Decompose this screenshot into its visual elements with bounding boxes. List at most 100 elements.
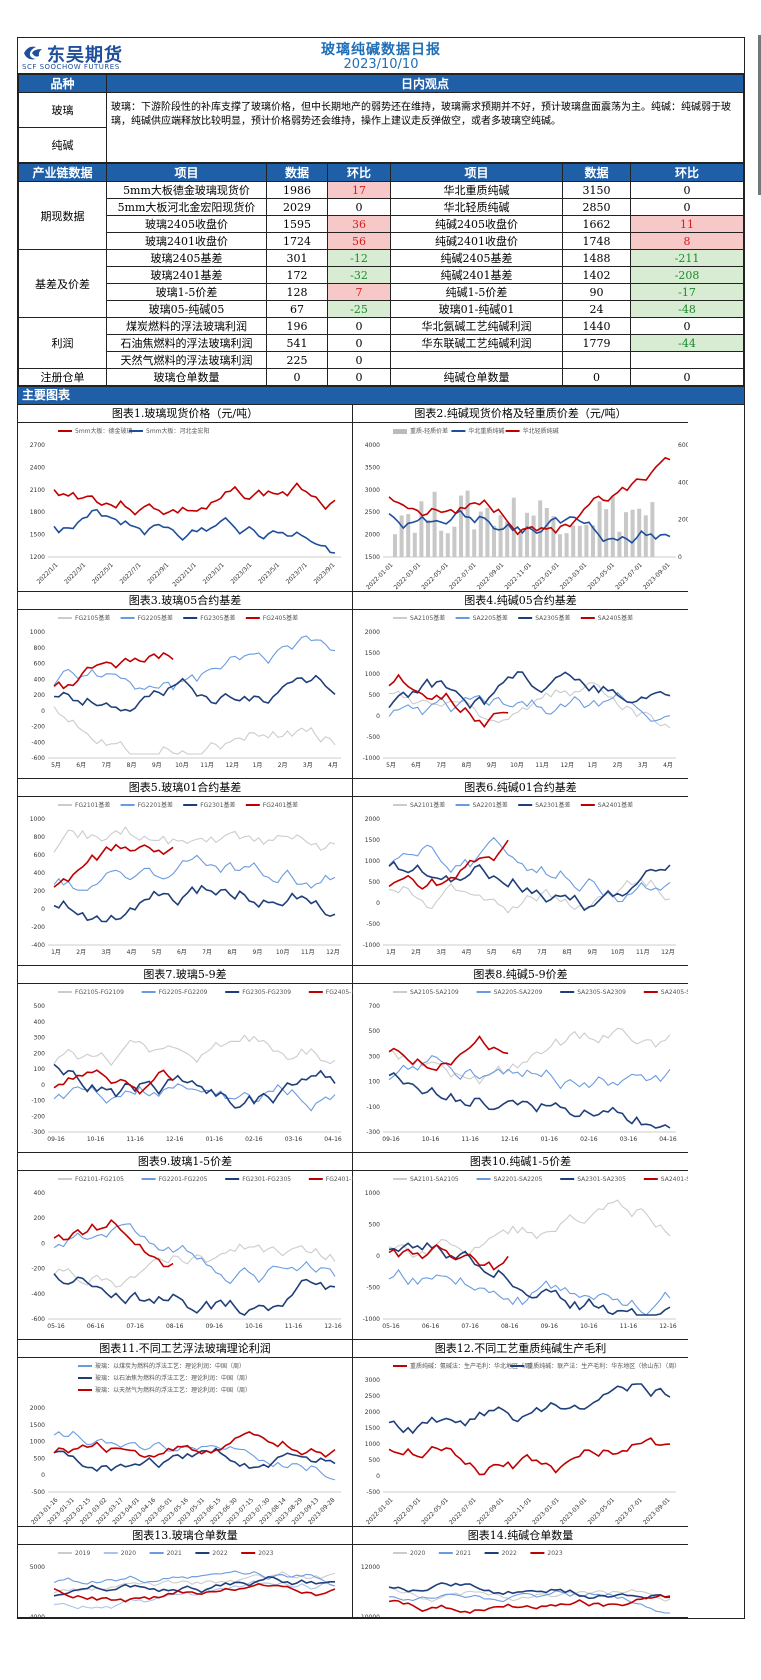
- x-tick-label: 3月: [436, 949, 446, 956]
- svg-text:玻璃：以煤炭为燃料的浮法工艺：理论利润：中国（周）: 玻璃：以煤炭为燃料的浮法工艺：理论利润：中国（周）: [95, 1362, 245, 1370]
- series-line: [53, 1219, 174, 1268]
- y-tick-label: 3000: [365, 1377, 380, 1384]
- x-tick-label: 12-16: [659, 1323, 677, 1330]
- bar-mark: [650, 502, 655, 557]
- table-cell: 0: [327, 334, 391, 352]
- x-tick-label: 2023/5/1: [257, 561, 281, 585]
- svg-text:重质-轻质价差: 重质-轻质价差: [410, 427, 448, 435]
- x-tick-label: 11月: [636, 949, 650, 956]
- series-line: [388, 878, 671, 914]
- y-tick-label: 12000: [361, 1564, 380, 1571]
- bar-mark: [505, 521, 510, 557]
- data-table-header: 产业链数据 项目 数据 环比 项目 数据 环比: [18, 163, 744, 182]
- x-tick-label: 05-16: [382, 1323, 400, 1330]
- y2-tick-label: 0: [678, 554, 682, 561]
- y-tick-label: 0: [41, 1472, 45, 1479]
- x-tick-label: 1月: [588, 762, 598, 769]
- x-tick-label: 12月: [326, 949, 340, 956]
- table-cell: 128: [266, 283, 328, 301]
- chart-svg: 玻璃：以煤炭为燃料的浮法工艺：理论利润：中国（周） 玻璃：以石油焦为燃料的浮法工艺…: [30, 1362, 341, 1526]
- x-tick-label: 3月: [101, 949, 111, 956]
- svg-text:2019: 2019: [75, 1550, 90, 1557]
- x-tick-label: 2022/5/1: [91, 561, 115, 585]
- legend-item: SA2101-SA2105: [393, 1176, 459, 1183]
- y-tick-label: 0: [41, 906, 45, 913]
- x-tick-label: 2023/9/1: [313, 561, 337, 585]
- table-cell: 0: [327, 351, 391, 369]
- svg-text:FG2305-FG2309: FG2305-FG2309: [242, 989, 291, 996]
- x-tick-label: 2022/1/1: [36, 561, 60, 585]
- x-tick-label: 09-16: [206, 1323, 224, 1330]
- x-tick-label: 1月: [253, 762, 263, 769]
- bar-mark: [485, 507, 490, 557]
- x-tick-label: 3月: [638, 762, 648, 769]
- table-cell: 1662: [562, 215, 631, 233]
- series-line: [388, 682, 671, 729]
- bar-mark: [584, 524, 589, 557]
- x-tick-label: 2022-09-01: [476, 561, 506, 591]
- table-cell: 1595: [266, 215, 328, 233]
- y-tick-label: 1000: [30, 816, 45, 823]
- scrollbar[interactable]: [758, 35, 761, 195]
- legend-item: 重质纯碱：氨碱法：生产毛利：华北地区（周）: [393, 1362, 536, 1370]
- y-tick-label: 3500: [365, 464, 380, 471]
- table-cell: 0: [562, 368, 631, 386]
- svg-text:FG2305基差: FG2305基差: [200, 614, 235, 622]
- x-tick-label: 2022-01-01: [365, 1496, 395, 1526]
- legend-item: SA2401基差: [580, 801, 633, 809]
- y-tick-label: 1500: [365, 554, 380, 561]
- table-row: 利润 煤炭燃料的浮法玻璃利润 196 0 华北氨碱工艺纯碱利润 1440 0: [18, 317, 744, 369]
- chart-title: 图表6.纯碱01合约基差: [353, 779, 688, 797]
- legend-item: FG2405-FG2409: [308, 989, 353, 996]
- table-cell: 纯碱2405基差: [390, 249, 563, 267]
- chart-svg: FG2105-FG2109 FG2205-FG2209 FG2305-FG2309 F…: [31, 989, 353, 1143]
- y-tick-label: 200: [34, 692, 46, 699]
- chart-panel: 图表4.纯碱05合约基差 SA2105基差 SA2205基差 SA2305基差 SA24…: [353, 592, 688, 779]
- y-tick-label: -500: [366, 1285, 380, 1292]
- bar-mark: [577, 525, 582, 557]
- report-title: 玻璃纯碱数据日报: [321, 42, 441, 58]
- report: 东吴期货 SCF SOOCHOW FUTURES 玻璃纯碱数据日报 2023/1…: [17, 37, 745, 1619]
- table-row: 基差及价差 玻璃2405基差 301 -12 纯碱2405基差 1488 -211: [18, 249, 744, 318]
- x-tick-label: 2023-03-01: [559, 561, 589, 591]
- x-tick-label: 3月: [303, 762, 313, 769]
- x-tick-label: 2022-03-01: [393, 1496, 423, 1526]
- series-line: [53, 1447, 336, 1473]
- svg-text:2022: 2022: [212, 1550, 227, 1557]
- bar-mark: [604, 509, 609, 557]
- bar-mark: [630, 509, 635, 557]
- svg-text:华北轻质纯碱: 华北轻质纯碱: [523, 427, 559, 435]
- x-tick-label: 11-16: [620, 1323, 638, 1330]
- svg-text:FG2205基差: FG2205基差: [138, 614, 173, 622]
- legend-item: 2022: [484, 1550, 517, 1557]
- svg-text:2020: 2020: [121, 1550, 136, 1557]
- series-line: [53, 1069, 174, 1095]
- y-tick-label: -300: [366, 1129, 380, 1136]
- table-row: 天然气燃料的浮法玻璃利润 225 0: [19, 351, 744, 369]
- chart-panel: 图表10.纯碱1-5价差 SA2101-SA2105 SA2201-SA2205 SA…: [353, 1153, 688, 1340]
- y-tick-label: 2000: [30, 1405, 45, 1412]
- legend-item: FG2401基差: [245, 801, 298, 809]
- x-tick-label: 11-16: [126, 1136, 144, 1143]
- table-row: 玻璃2405收盘价 1595 36 纯碱2405收盘价 1662 11: [19, 215, 744, 233]
- y-tick-label: 1800: [30, 509, 45, 516]
- svg-text:SA2405基差: SA2405基差: [598, 614, 633, 622]
- y-tick-label: 2100: [30, 487, 45, 494]
- x-tick-label: 2022-11-01: [503, 561, 533, 591]
- table-cell: 煤炭燃料的浮法玻璃利润: [106, 317, 267, 335]
- table-group-label: 注册仓单: [18, 368, 107, 386]
- legend-item: SA2105-SA2109: [393, 989, 459, 996]
- table-header-4: 项目: [390, 163, 563, 182]
- table-cell: 0: [630, 198, 744, 216]
- legend-item: 2021: [149, 1550, 182, 1557]
- svg-text:2023: 2023: [258, 1550, 273, 1557]
- legend-item: FG2405基差: [245, 614, 298, 622]
- chart-svg: SA2101-SA2105 SA2201-SA2205 SA2301-SA2305 S…: [363, 1176, 688, 1330]
- y-tick-label: 1000: [365, 1190, 380, 1197]
- table-cell: [390, 351, 563, 369]
- y-tick-label: 700: [369, 1003, 381, 1010]
- view-col-opinion: 日内观点: [106, 74, 744, 93]
- series-line: [53, 1243, 336, 1288]
